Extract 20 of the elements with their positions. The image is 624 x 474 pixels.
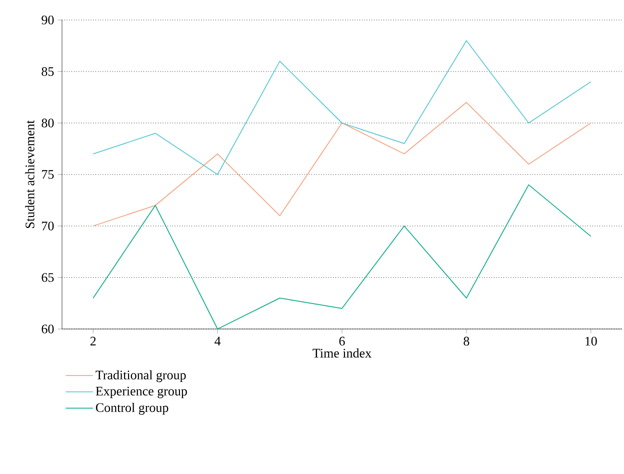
y-tick-label: 70 xyxy=(42,222,54,230)
legend-label: Traditional group xyxy=(96,370,186,382)
y-tick-label: 80 xyxy=(42,118,54,128)
y-tick-label: 90 xyxy=(42,16,54,24)
legend-label: Control group xyxy=(96,402,168,415)
x-tick-label: 6 xyxy=(339,336,345,346)
y-tick-label: 60 xyxy=(42,324,54,334)
x-tick-label: 2 xyxy=(90,336,96,346)
line-series xyxy=(92,40,592,175)
x-tick-label: 10 xyxy=(586,336,597,346)
y-tick-label: 85 xyxy=(42,67,54,76)
legend-label: Experience group xyxy=(96,386,187,398)
x-tick-label: 8 xyxy=(464,336,470,346)
y-tick-label: 65 xyxy=(42,273,54,282)
x-axis-title: Time index xyxy=(312,348,372,358)
line-series xyxy=(92,102,592,226)
y-tick-label: 75 xyxy=(42,170,54,179)
x-tick-label: 4 xyxy=(214,336,221,346)
y-axis-title: Student achievement xyxy=(25,120,34,228)
line-series xyxy=(92,184,592,329)
